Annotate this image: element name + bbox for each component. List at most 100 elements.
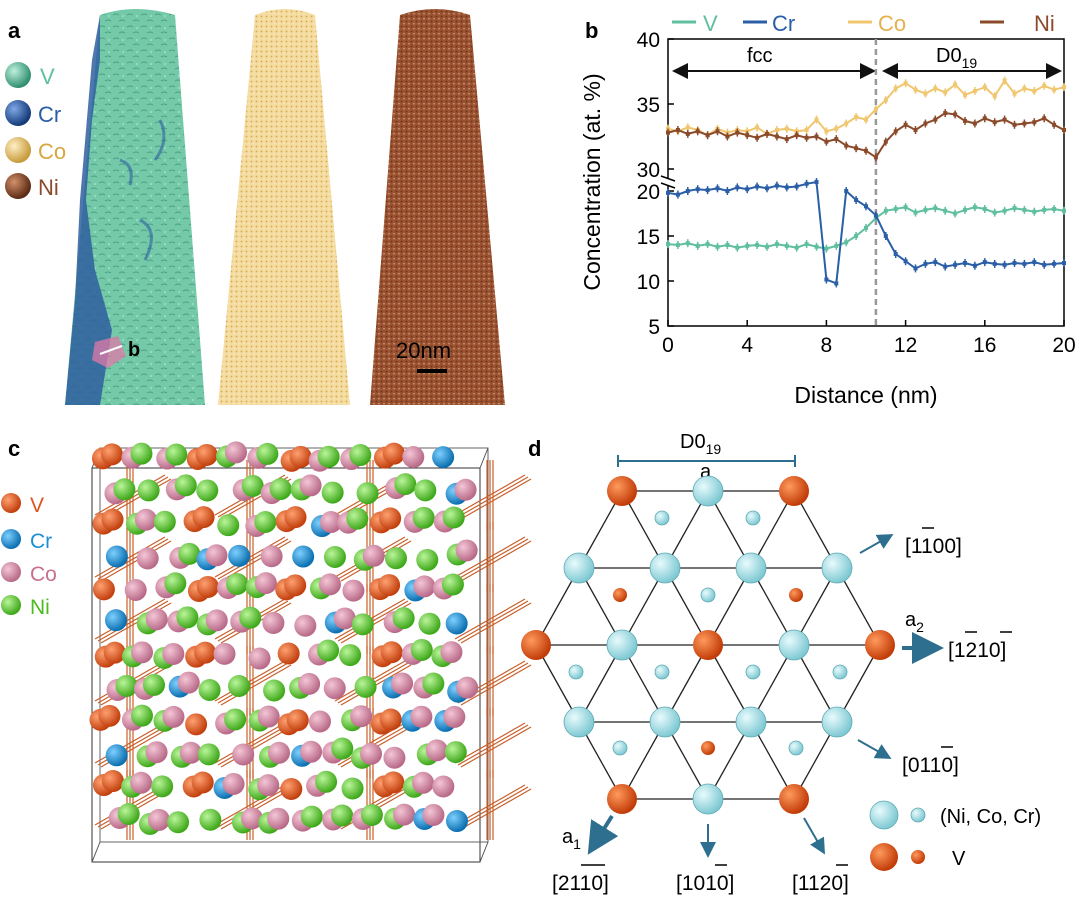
large-v-atom: [521, 630, 551, 660]
atom-co: [391, 672, 414, 695]
atom-v: [286, 709, 309, 732]
atom-co: [134, 508, 157, 531]
atom-co: [362, 544, 385, 567]
data-point: [695, 243, 700, 248]
data-point: [992, 94, 997, 99]
d-legend-site-label: (Ni, Co, Cr): [940, 806, 1041, 828]
data-point: [1012, 206, 1017, 211]
atom-ni: [228, 675, 251, 698]
atom-co: [224, 441, 247, 464]
y-tick-label: 20: [637, 181, 660, 204]
data-point: [854, 146, 859, 151]
data-point: [1002, 208, 1007, 213]
dir-1100-label: [1100]: [905, 535, 962, 558]
small-site-atom: [832, 664, 848, 680]
atom-co: [267, 807, 290, 830]
data-point: [774, 128, 779, 132]
atom-ni: [339, 644, 362, 667]
data-point: [1032, 209, 1037, 214]
atom-co: [294, 614, 317, 637]
atom-ni: [241, 474, 264, 497]
atom-co: [454, 478, 477, 501]
b-legend-co: Co: [878, 11, 906, 36]
atom-co: [205, 544, 228, 567]
atom-v: [92, 578, 115, 601]
atom-ni: [315, 770, 338, 793]
data-point: [794, 245, 799, 250]
y-tick-label: 30: [637, 159, 660, 182]
x-axis-label: Distance (nm): [794, 382, 937, 408]
data-point: [735, 245, 740, 250]
data-point: [903, 205, 908, 210]
data-point: [893, 129, 898, 134]
y-axis-label: Concentration (at. %): [579, 73, 605, 290]
atom-ni: [263, 679, 286, 702]
data-point: [685, 189, 690, 193]
atom-cr: [445, 612, 468, 635]
arrow-a1: [587, 814, 619, 855]
x-tick-label: 8: [821, 334, 833, 357]
y-tick-label: 40: [637, 29, 660, 52]
dir-1120-label: [1120]: [792, 872, 849, 895]
data-point: [1012, 122, 1017, 127]
data-point: [844, 121, 849, 126]
legend-v-sphere: [5, 62, 31, 88]
atom-ni: [392, 607, 415, 630]
atom-ni: [414, 479, 437, 502]
atom-co: [145, 741, 168, 764]
atom-ni: [384, 547, 407, 570]
small-v-atom: [701, 741, 715, 755]
atom-cr: [228, 544, 251, 567]
d-legend-site-small: [910, 807, 926, 823]
atom-ni: [117, 803, 140, 826]
data-point: [784, 126, 789, 131]
data-point: [982, 85, 987, 90]
atom-co: [422, 803, 445, 826]
atom-v: [185, 713, 208, 736]
atom-v: [103, 641, 126, 664]
data-point: [814, 117, 819, 122]
large-site-atom: [563, 706, 595, 738]
atom-v: [284, 506, 307, 529]
large-v-atom: [607, 476, 637, 506]
data-point: [864, 148, 868, 153]
data-point: [903, 81, 908, 86]
data-point: [1052, 122, 1057, 127]
atom-v: [382, 771, 405, 794]
data-point: [1032, 260, 1037, 265]
c-legend-ni: Ni: [30, 596, 50, 619]
data-point: [883, 234, 888, 238]
atom-co: [177, 671, 200, 694]
d-legend-v-large: [870, 843, 898, 871]
crystal-structure: [89, 441, 532, 863]
atom-ni: [317, 445, 340, 468]
data-point: [685, 125, 690, 130]
dir-1210-label: [1210]: [948, 639, 1006, 662]
atom-co: [257, 705, 280, 728]
atom-ni: [151, 775, 174, 798]
data-point: [1002, 117, 1007, 122]
atom-co: [145, 608, 168, 631]
atom-cr: [445, 810, 468, 833]
c-legend-cr: Cr: [30, 530, 52, 553]
atom-ni: [217, 514, 240, 537]
data-point: [1032, 89, 1037, 93]
data-point: [804, 242, 809, 247]
small-atoms: [568, 510, 848, 756]
apt-tip-co: [218, 9, 350, 405]
legend-cr-label: Cr: [38, 102, 61, 127]
data-point: [675, 192, 680, 197]
series-cr: [666, 178, 1066, 288]
data-point: [1052, 261, 1057, 266]
c-legend-ni-sphere: [1, 595, 21, 615]
series-co: [666, 76, 1066, 140]
atom-v: [191, 771, 214, 794]
small-site-atom: [745, 510, 761, 526]
data-point: [953, 262, 958, 267]
panel-a-legend: V Cr Co Ni: [5, 62, 66, 200]
x-tick-label: 16: [973, 334, 996, 357]
data-point: [834, 243, 839, 248]
data-point: [705, 188, 710, 193]
atom-co: [456, 676, 479, 699]
data-point: [794, 133, 799, 138]
